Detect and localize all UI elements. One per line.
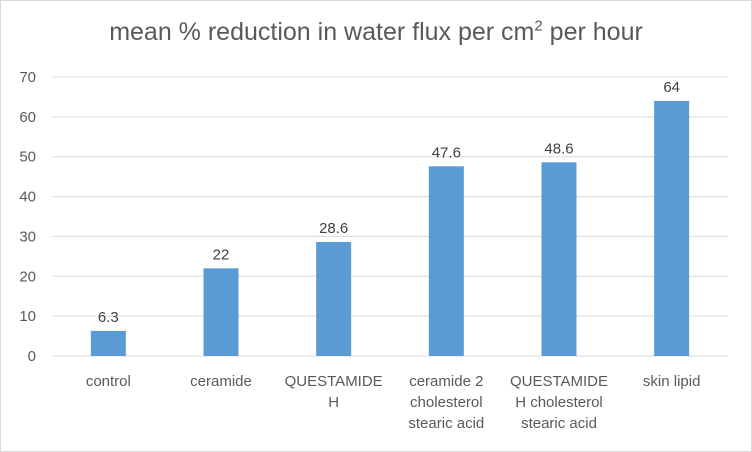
- x-tick-label: QUESTAMIDE H: [285, 373, 383, 411]
- y-tick-label: 0: [28, 348, 36, 365]
- data-label: 48.6: [544, 140, 573, 157]
- bar: [316, 242, 352, 356]
- bar: [203, 268, 239, 356]
- y-tick-label: 50: [19, 149, 36, 166]
- chart-title-text: mean % reduction in water flux per cm: [109, 18, 535, 46]
- x-tick-label: skin lipid: [643, 373, 701, 390]
- y-tick-label: 70: [19, 69, 36, 86]
- y-tick-label: 10: [19, 308, 36, 325]
- chart-title-suffix: per hour: [542, 18, 643, 46]
- data-label: 22: [213, 246, 230, 263]
- data-label: 6.3: [98, 309, 119, 326]
- x-tick-label: ceramide 2 cholesterol stearic acid: [408, 373, 484, 432]
- bar: [90, 330, 126, 356]
- chart-title-superscript: 2: [534, 17, 543, 35]
- data-label: 28.6: [319, 220, 348, 237]
- data-label: 64: [663, 79, 680, 96]
- x-tick-label: QUESTAMIDE H cholesterol stearic acid: [510, 373, 608, 432]
- bar: [654, 100, 690, 357]
- bar: [541, 162, 577, 356]
- y-tick-label: 60: [19, 109, 36, 126]
- bar: [428, 166, 464, 356]
- chart-title: mean % reduction in water flux per cm2 p…: [0, 18, 752, 47]
- x-tick-label: ceramide: [190, 373, 252, 390]
- y-tick-label: 30: [19, 228, 36, 245]
- x-tick-label: control: [86, 373, 131, 390]
- y-tick-label: 40: [19, 189, 36, 206]
- y-tick-label: 20: [19, 268, 36, 285]
- data-label: 47.6: [432, 144, 461, 161]
